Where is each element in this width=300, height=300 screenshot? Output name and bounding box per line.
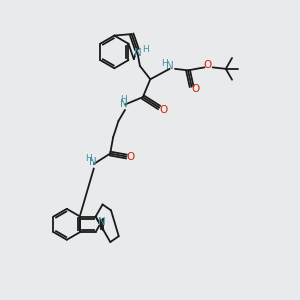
Text: N: N xyxy=(134,48,141,58)
Text: H: H xyxy=(121,95,127,104)
Text: H: H xyxy=(161,59,168,68)
Text: N: N xyxy=(120,99,128,109)
Text: H: H xyxy=(142,45,148,54)
Text: O: O xyxy=(127,152,135,162)
Text: N: N xyxy=(166,61,174,71)
Text: O: O xyxy=(204,60,212,70)
Text: O: O xyxy=(191,84,199,94)
Text: N: N xyxy=(98,217,106,227)
Text: N: N xyxy=(89,158,97,167)
Text: H: H xyxy=(85,154,92,163)
Text: O: O xyxy=(159,106,167,116)
